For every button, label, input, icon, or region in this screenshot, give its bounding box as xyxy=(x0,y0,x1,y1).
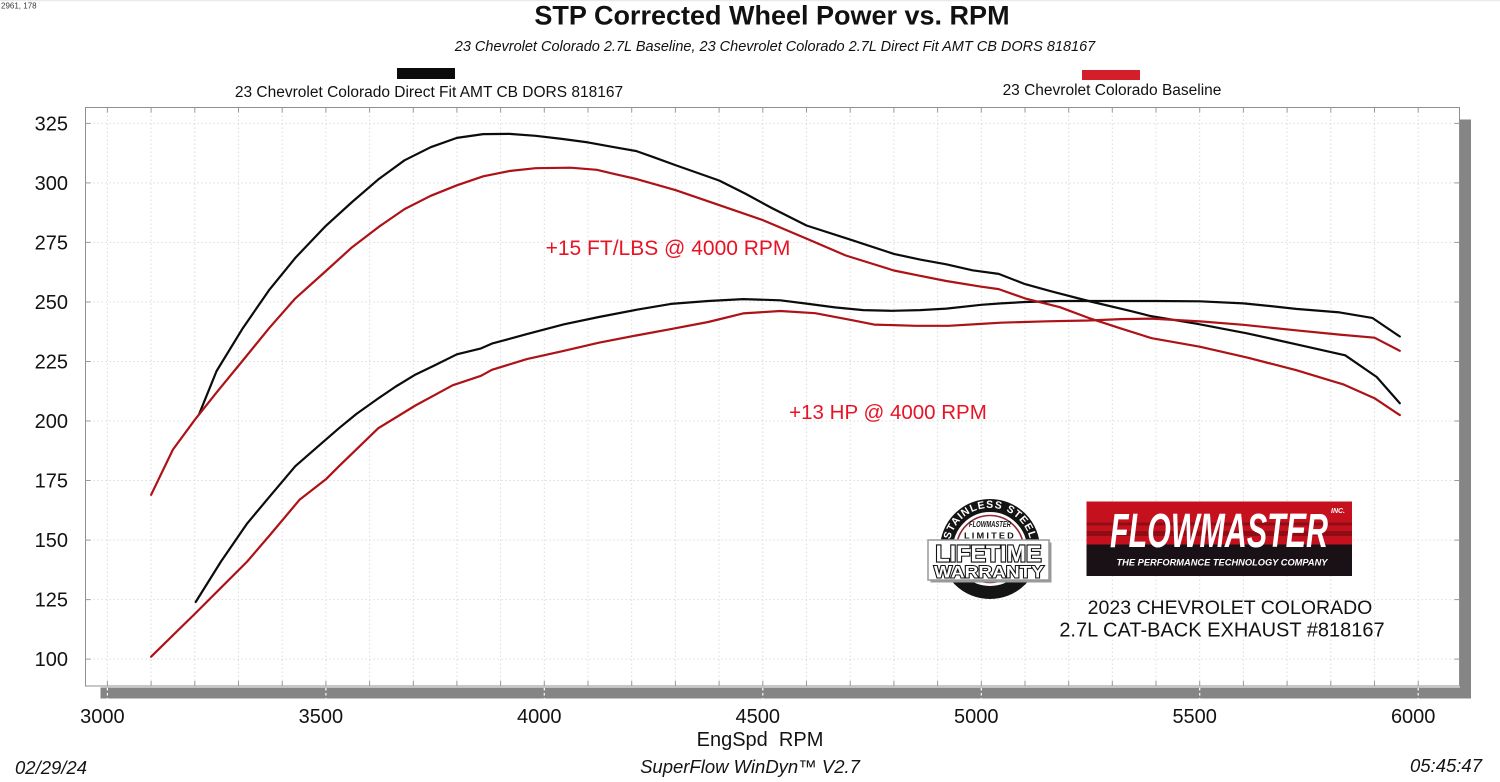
svg-text:100: 100 xyxy=(35,649,68,671)
svg-text:+15 FT/LBS @ 4000 RPM: +15 FT/LBS @ 4000 RPM xyxy=(546,237,791,260)
svg-text:23 Chevrolet Colorado Baseline: 23 Chevrolet Colorado Baseline xyxy=(1003,82,1222,99)
svg-text:225: 225 xyxy=(35,352,68,374)
svg-text:INC.: INC. xyxy=(1331,508,1345,515)
svg-text:THE PERFORMANCE TECHNOLOGY COM: THE PERFORMANCE TECHNOLOGY COMPANY xyxy=(1117,558,1330,569)
svg-text:5500: 5500 xyxy=(1172,706,1217,728)
svg-text:WARRANTY: WARRANTY xyxy=(934,563,1045,582)
svg-text:2961, 178: 2961, 178 xyxy=(1,2,37,11)
svg-text:275: 275 xyxy=(35,232,68,254)
svg-text:LIMITED: LIMITED xyxy=(964,531,1016,541)
svg-text:4500: 4500 xyxy=(736,706,781,728)
svg-text:FLOWMASTER: FLOWMASTER xyxy=(969,520,1011,529)
svg-text:5000: 5000 xyxy=(954,706,999,728)
svg-text:150: 150 xyxy=(35,530,68,552)
svg-text:02/29/24: 02/29/24 xyxy=(15,757,87,777)
svg-text:2023 CHEVROLET COLORADO: 2023 CHEVROLET COLORADO xyxy=(1088,597,1373,619)
svg-text:250: 250 xyxy=(35,292,68,314)
svg-text:STP Corrected Wheel Power vs.: STP Corrected Wheel Power vs. RPM xyxy=(534,1,1009,31)
svg-text:05:45:47: 05:45:47 xyxy=(1410,755,1483,776)
svg-text:325: 325 xyxy=(35,113,68,135)
svg-text:2.7L CAT-BACK EXHAUST #818167: 2.7L CAT-BACK EXHAUST #818167 xyxy=(1059,620,1384,642)
svg-text:200: 200 xyxy=(35,411,68,433)
svg-text:4000: 4000 xyxy=(517,706,562,728)
svg-text:23 Chevrolet Colorado Direct F: 23 Chevrolet Colorado Direct Fit AMT CB … xyxy=(235,84,623,101)
svg-text:SuperFlow WinDyn™ V2.7: SuperFlow WinDyn™ V2.7 xyxy=(640,756,861,777)
svg-text:FLOWMASTER: FLOWMASTER xyxy=(1110,505,1328,558)
svg-text:3000: 3000 xyxy=(80,706,125,728)
svg-text:300: 300 xyxy=(35,173,68,195)
svg-text:6000: 6000 xyxy=(1391,706,1436,728)
svg-text:+13 HP @ 4000 RPM: +13 HP @ 4000 RPM xyxy=(789,401,987,424)
svg-text:3500: 3500 xyxy=(299,706,344,728)
svg-text:175: 175 xyxy=(35,471,68,493)
svg-text:LIFETIME: LIFETIME xyxy=(936,541,1042,567)
svg-text:23 Chevrolet Colorado 2.7L Bas: 23 Chevrolet Colorado 2.7L Baseline, 23 … xyxy=(454,39,1096,55)
svg-text:125: 125 xyxy=(35,590,68,612)
svg-text:EngSpd RPM: EngSpd RPM xyxy=(697,729,824,751)
